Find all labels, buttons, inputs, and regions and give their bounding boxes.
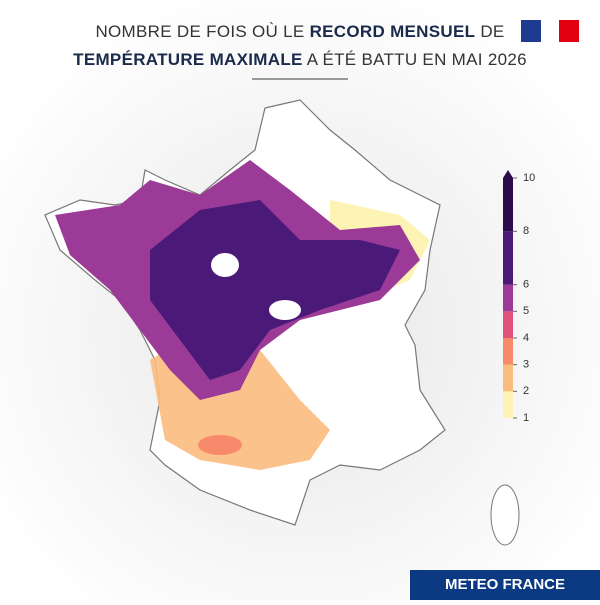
zone-dark: [150, 200, 400, 380]
legend-arrow: [503, 170, 513, 178]
zone-hole: [269, 300, 301, 320]
title-segment: TEMPÉRATURE MAXIMALE: [73, 50, 303, 69]
title-segment: NOMBRE DE FOIS OÙ LE: [95, 22, 309, 41]
map: [44, 99, 520, 546]
legend-label: 4: [523, 332, 529, 344]
zone-red: [198, 435, 242, 455]
legend-band: [503, 231, 513, 285]
title-line-2: TEMPÉRATURE MAXIMALE A ÉTÉ BATTU EN MAI …: [73, 50, 527, 69]
legend-band: [503, 311, 513, 338]
logo: [521, 20, 579, 42]
legend-label: 10: [523, 172, 535, 184]
zone-hole: [211, 253, 239, 277]
legend-label: 3: [523, 359, 529, 371]
title-line-1: NOMBRE DE FOIS OÙ LE RECORD MENSUEL DE: [95, 22, 504, 41]
legend-band: [503, 364, 513, 392]
legend-label: 2: [523, 385, 529, 397]
legend-label: 1: [523, 412, 529, 424]
title-segment: RECORD MENSUEL: [310, 22, 476, 41]
title-segment: A ÉTÉ BATTU EN MAI 2026: [303, 50, 527, 69]
legend-label: 8: [523, 225, 529, 237]
legend-band: [503, 391, 513, 418]
legend-band: [503, 338, 513, 365]
legend-band: [503, 178, 513, 232]
legend-label: 5: [523, 305, 529, 317]
legend-label: 6: [523, 279, 529, 291]
legend: 1 2 3 4 5 6 8 10: [503, 170, 535, 424]
footer-brand: METEO FRANCE: [445, 576, 565, 593]
corsica: [490, 484, 520, 546]
legend-band: [503, 284, 513, 312]
title-segment: DE: [475, 22, 504, 41]
footer-box: [410, 570, 600, 600]
